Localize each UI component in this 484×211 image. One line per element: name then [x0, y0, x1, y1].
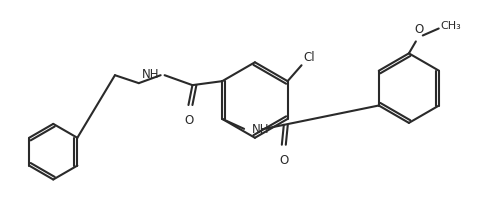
Text: CH₃: CH₃ — [440, 20, 460, 31]
Text: O: O — [184, 114, 194, 127]
Text: Cl: Cl — [303, 51, 315, 64]
Text: NH: NH — [252, 123, 269, 136]
Text: O: O — [279, 154, 288, 167]
Text: NH: NH — [142, 68, 159, 81]
Text: O: O — [413, 23, 423, 37]
